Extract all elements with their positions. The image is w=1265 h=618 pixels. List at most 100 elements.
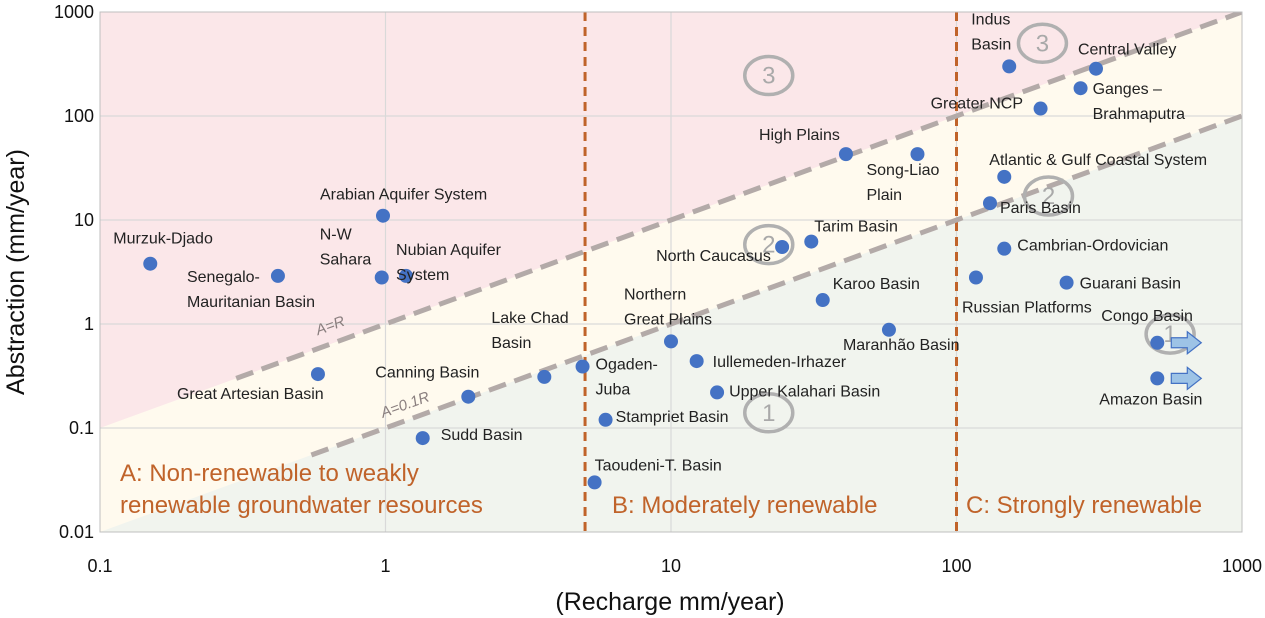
point-label: Senegalo- Mauritanian Basin bbox=[187, 269, 315, 311]
point-label-line: System bbox=[396, 267, 449, 284]
point-label-line: Murzuk-Djado bbox=[113, 231, 213, 248]
zone-label: C: Strongly renewable bbox=[966, 492, 1202, 519]
data-point bbox=[374, 270, 389, 285]
point-label: Karoo Basin bbox=[833, 276, 920, 293]
zone-labels: A: Non-renewable to weakly renewable grou… bbox=[120, 460, 1202, 519]
point-label-line: Basin bbox=[491, 335, 531, 352]
category-number: 2 bbox=[1042, 183, 1055, 210]
data-point bbox=[1150, 371, 1165, 386]
data-point bbox=[587, 475, 602, 490]
point-label-line: Lake Chad bbox=[491, 310, 568, 327]
data-point bbox=[997, 169, 1012, 184]
point-label: Great Artesian Basin bbox=[177, 386, 324, 403]
x-tick-label: 1000 bbox=[1222, 556, 1262, 576]
point-label-line: Taoudeni-T. Basin bbox=[595, 457, 722, 474]
point-label: Lake Chad Basin bbox=[491, 310, 568, 352]
point-label: Canning Basin bbox=[375, 365, 479, 382]
x-tick-label: 100 bbox=[941, 556, 971, 576]
point-label: Murzuk-Djado bbox=[113, 231, 213, 248]
data-point bbox=[1150, 335, 1165, 350]
y-axis-title: Abstraction (mm/year) bbox=[2, 149, 30, 395]
category-number: 3 bbox=[1036, 30, 1049, 57]
point-label-line: Ogaden- bbox=[596, 357, 658, 374]
category-circle bbox=[1144, 313, 1196, 355]
zone-label-line: C: Strongly renewable bbox=[966, 492, 1202, 519]
point-label: Congo Basin bbox=[1101, 308, 1193, 325]
data-point bbox=[968, 270, 983, 285]
point-label-line: Maranhão Basin bbox=[843, 337, 960, 354]
point-label: Stampriet Basin bbox=[616, 409, 729, 426]
x-tick-label: 10 bbox=[661, 556, 681, 576]
point-label-line: Greater NCP bbox=[931, 96, 1023, 113]
point-label-line: Atlantic & Gulf Coastal System bbox=[989, 152, 1207, 169]
point-label-line: Canning Basin bbox=[375, 365, 479, 382]
y-tick-label: 100 bbox=[64, 106, 94, 126]
point-label: Sudd Basin bbox=[441, 427, 523, 444]
data-point bbox=[664, 334, 678, 349]
point-label-line: Northern bbox=[624, 286, 686, 303]
point-label-line: Amazon Basin bbox=[1099, 391, 1202, 408]
y-tick-label: 0.01 bbox=[59, 522, 94, 542]
point-label-line: Brahmaputra bbox=[1093, 106, 1186, 123]
point-label-line: Great Artesian Basin bbox=[177, 386, 324, 403]
point-label: Upper Kalahari Basin bbox=[729, 383, 880, 400]
point-label-line: Arabian Aquifer System bbox=[320, 187, 487, 204]
y-tick-label: 1 bbox=[84, 314, 94, 334]
point-label-line: Indus bbox=[971, 11, 1010, 28]
point-label: Song-Liao Plain bbox=[866, 162, 939, 204]
point-label-line: Cambrian-Ordovician bbox=[1017, 238, 1168, 255]
point-label: High Plains bbox=[759, 127, 840, 144]
data-point bbox=[775, 240, 790, 255]
point-label: Ogaden- Juba bbox=[596, 357, 658, 399]
zone-label-line: B: Moderately renewable bbox=[612, 492, 877, 519]
data-point bbox=[1033, 101, 1048, 116]
point-label-line: Basin bbox=[971, 36, 1011, 53]
data-point bbox=[143, 256, 158, 271]
point-label: Guarani Basin bbox=[1080, 276, 1181, 293]
point-label: North Caucasus bbox=[656, 248, 771, 265]
data-point bbox=[1059, 275, 1074, 290]
point-label: Central Valley bbox=[1078, 42, 1176, 59]
data-point bbox=[1073, 81, 1088, 96]
point-label: Greater NCP bbox=[931, 96, 1023, 113]
data-point bbox=[997, 241, 1012, 256]
category-circle bbox=[743, 223, 795, 266]
zone-label-line: A: Non-renewable to weakly bbox=[120, 460, 419, 487]
data-point bbox=[598, 412, 613, 427]
point-label-line: N-W bbox=[320, 226, 353, 243]
point-label: Iullemeden-Irhazer bbox=[713, 354, 847, 371]
data-point bbox=[399, 268, 414, 283]
arrow-icon bbox=[1170, 330, 1203, 356]
point-label-line: Stampriet Basin bbox=[616, 409, 729, 426]
point-label: Paris Basin bbox=[1000, 200, 1081, 217]
point-label-line: Russian Platforms bbox=[962, 299, 1092, 316]
point-label-line: Plain bbox=[866, 187, 902, 204]
category-number: 1 bbox=[762, 400, 775, 427]
data-point bbox=[537, 369, 552, 384]
zone-label-line: renewable groundwater resources bbox=[120, 492, 483, 519]
point-label-line: Tarim Basin bbox=[814, 219, 898, 236]
point-label: Ganges – Brahmaputra bbox=[1093, 81, 1186, 123]
data-point bbox=[689, 354, 704, 369]
data-point bbox=[710, 385, 725, 400]
category-number: 2 bbox=[762, 232, 775, 259]
y-tick-label: 0.1 bbox=[69, 418, 94, 438]
point-label-line: Guarani Basin bbox=[1080, 276, 1181, 293]
point-label-line: High Plains bbox=[759, 127, 840, 144]
reference-line bbox=[235, 12, 1242, 381]
point-labels: Murzuk-Djado Senegalo- Mauritanian Basin Gr… bbox=[113, 11, 1207, 474]
point-label: Indus Basin bbox=[971, 11, 1011, 53]
category-circle bbox=[743, 54, 795, 97]
data-point bbox=[461, 389, 476, 404]
data-point bbox=[375, 208, 390, 223]
point-label: Maranhão Basin bbox=[843, 337, 960, 354]
y-tick-label: 1000 bbox=[54, 2, 94, 22]
data-point bbox=[838, 147, 853, 162]
point-label-line: Ganges – bbox=[1093, 81, 1162, 98]
category-number: 3 bbox=[762, 63, 775, 90]
point-label: Russian Platforms bbox=[962, 299, 1092, 316]
category-circle bbox=[743, 392, 795, 434]
point-label-line: Iullemeden-Irhazer bbox=[713, 354, 847, 371]
